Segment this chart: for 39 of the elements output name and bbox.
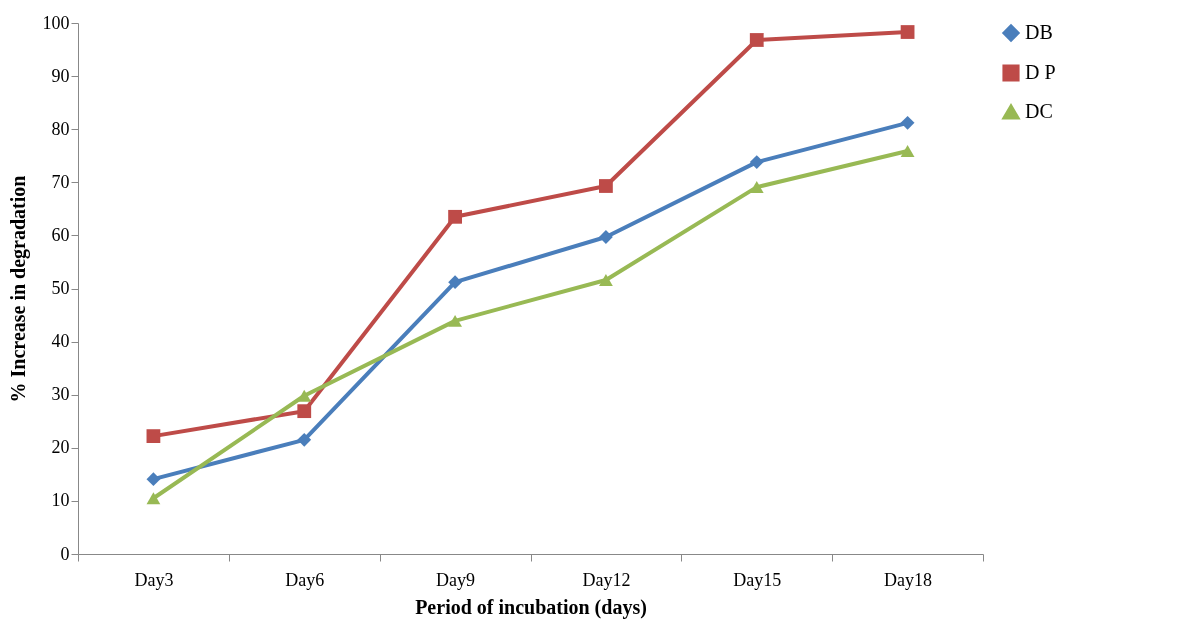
point (900, 25, 915, 39)
y-tick-label: 10 (51, 490, 70, 511)
y-tick-label: 40 (51, 331, 70, 352)
point (297, 432, 312, 447)
x-tick-label: Day15 (733, 569, 782, 590)
x-axis-title: Period of incubation (days) (415, 595, 647, 619)
y-tick-label: 60 (51, 224, 70, 245)
x-tick-label: Day9 (436, 569, 476, 590)
x-tick-label: Day6 (285, 569, 325, 590)
point (448, 209, 462, 224)
point (448, 314, 462, 327)
point (900, 115, 915, 130)
y-tick-label: 50 (51, 278, 70, 298)
y-tick-label: 30 (51, 384, 70, 405)
point (749, 181, 764, 194)
legend-label: DB (1025, 21, 1053, 43)
point (900, 145, 915, 157)
x-tick-label: Day18 (884, 569, 933, 590)
x-tick-label: Day12 (582, 569, 631, 590)
y-tick-label: 20 (51, 437, 70, 458)
point (599, 179, 613, 193)
y-tick-label: 70 (51, 171, 70, 192)
y-tick-label: 80 (51, 118, 70, 139)
x-tick-label: Day3 (134, 569, 174, 590)
y-axis-title: % Increase in degradation (6, 175, 30, 403)
y-tick-label: 0 (60, 543, 70, 564)
point (146, 429, 161, 444)
point (146, 472, 161, 487)
point (297, 389, 312, 402)
point (599, 274, 613, 286)
point (297, 404, 312, 419)
legend-label: DC (1025, 100, 1053, 122)
y-tick-label: 100 (42, 12, 70, 33)
point (448, 275, 462, 290)
point (749, 33, 764, 47)
point (749, 155, 764, 170)
point (146, 492, 161, 505)
legend-label: D P (1025, 61, 1056, 83)
y-tick-label: 90 (51, 65, 70, 86)
